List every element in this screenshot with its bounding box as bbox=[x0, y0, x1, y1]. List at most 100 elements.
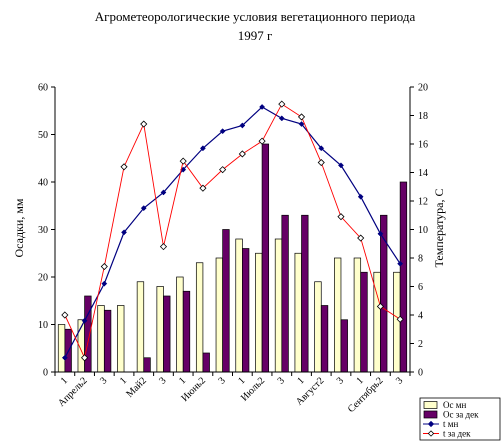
y-tick-label-left: 60 bbox=[38, 83, 48, 94]
y-tick-label-right: 20 bbox=[418, 83, 428, 94]
y-axis-left-label: Осадки, мм bbox=[12, 198, 26, 257]
x-tick-label: 3 bbox=[98, 375, 109, 386]
data-point bbox=[357, 234, 365, 242]
bar bbox=[182, 290, 191, 373]
x-tick-label: 3 bbox=[216, 375, 227, 386]
legend-marker bbox=[427, 420, 435, 428]
bar bbox=[399, 181, 408, 373]
data-point bbox=[81, 317, 88, 324]
y-tick-label-left: 50 bbox=[38, 130, 48, 141]
bar bbox=[156, 286, 164, 373]
data-point bbox=[258, 137, 266, 145]
bar bbox=[360, 271, 368, 373]
legend-marker bbox=[427, 430, 435, 437]
bar bbox=[97, 305, 105, 373]
legend-swatch bbox=[423, 410, 438, 419]
legend-label: Ос за дек bbox=[443, 410, 479, 420]
data-point bbox=[199, 145, 206, 152]
x-tick-label: 3 bbox=[394, 375, 405, 386]
x-tick-label: Сентябрь2 bbox=[346, 375, 386, 415]
bar bbox=[57, 324, 66, 373]
series-line bbox=[64, 106, 401, 359]
data-point bbox=[140, 205, 147, 212]
data-point bbox=[140, 120, 148, 128]
bar bbox=[136, 281, 145, 373]
data-point bbox=[121, 229, 127, 236]
bar bbox=[294, 252, 302, 373]
data-point bbox=[376, 302, 384, 311]
bar bbox=[334, 257, 342, 373]
data-point bbox=[278, 115, 285, 122]
data-point bbox=[159, 243, 168, 251]
bar bbox=[103, 309, 112, 373]
y-tick-label-right: 16 bbox=[418, 140, 428, 151]
x-tick-label: 1 bbox=[118, 375, 129, 386]
data-point bbox=[61, 311, 69, 319]
legend-label: t за дек bbox=[443, 429, 471, 439]
data-point bbox=[239, 122, 246, 129]
bar bbox=[143, 357, 151, 373]
bar bbox=[281, 214, 289, 373]
y-tick-label-left: 10 bbox=[38, 320, 48, 331]
data-point bbox=[219, 128, 226, 135]
data-point bbox=[298, 121, 305, 128]
bar bbox=[274, 238, 283, 373]
data-point bbox=[100, 262, 108, 271]
bar bbox=[261, 143, 270, 373]
bar bbox=[202, 352, 210, 373]
y-axis-right-label: Температура, С bbox=[432, 189, 446, 268]
bar bbox=[255, 252, 263, 373]
data-point bbox=[317, 158, 325, 167]
chart-subtitle: 1997 г bbox=[238, 28, 273, 43]
data-point bbox=[160, 189, 167, 196]
data-point bbox=[357, 193, 364, 200]
data-point bbox=[101, 280, 108, 287]
data-point bbox=[259, 103, 266, 110]
x-tick-label: 3 bbox=[157, 375, 168, 386]
y-tick-label-right: 18 bbox=[418, 111, 428, 122]
y-tick-label-right: 6 bbox=[418, 282, 423, 293]
data-point bbox=[397, 260, 404, 267]
x-tick-label: 1 bbox=[295, 375, 306, 386]
bar bbox=[353, 257, 362, 373]
data-point bbox=[199, 184, 207, 192]
data-point bbox=[81, 354, 89, 362]
x-tick-label: 1 bbox=[177, 375, 188, 386]
bar bbox=[117, 305, 125, 373]
x-tick-label: Май2 bbox=[124, 375, 149, 400]
data-point bbox=[238, 150, 246, 158]
bar bbox=[393, 271, 401, 373]
bar bbox=[163, 295, 171, 373]
y-tick-label-right: 8 bbox=[418, 254, 423, 265]
bar bbox=[84, 295, 92, 373]
y-tick-label-right: 4 bbox=[418, 311, 423, 322]
y-tick-label-left: 0 bbox=[43, 368, 48, 379]
data-point bbox=[377, 230, 384, 237]
data-point bbox=[219, 166, 227, 174]
legend-label: t мн bbox=[443, 419, 458, 429]
data-point bbox=[61, 354, 68, 361]
bar bbox=[340, 319, 348, 373]
y-tick-label-right: 12 bbox=[418, 197, 428, 208]
x-tick-label: 3 bbox=[335, 375, 346, 386]
data-point bbox=[278, 100, 286, 108]
legend-label: Ос мн bbox=[443, 400, 466, 410]
bar bbox=[242, 248, 250, 373]
series-line bbox=[64, 103, 401, 360]
y-tick-label-left: 20 bbox=[38, 273, 48, 284]
data-point bbox=[337, 213, 345, 221]
data-point bbox=[318, 145, 325, 152]
bar bbox=[301, 214, 309, 373]
x-tick-label: 1 bbox=[59, 375, 70, 386]
data-point bbox=[396, 315, 404, 323]
x-tick-label: 1 bbox=[354, 375, 365, 386]
data-point bbox=[297, 113, 306, 121]
y-tick-label-left: 40 bbox=[38, 178, 48, 189]
chart-title: Агрометеорологические условия вегетацион… bbox=[95, 9, 416, 24]
x-tick-label: 1 bbox=[236, 375, 247, 386]
x-tick-label: 3 bbox=[276, 375, 287, 386]
y-tick-label-left: 30 bbox=[38, 225, 48, 236]
